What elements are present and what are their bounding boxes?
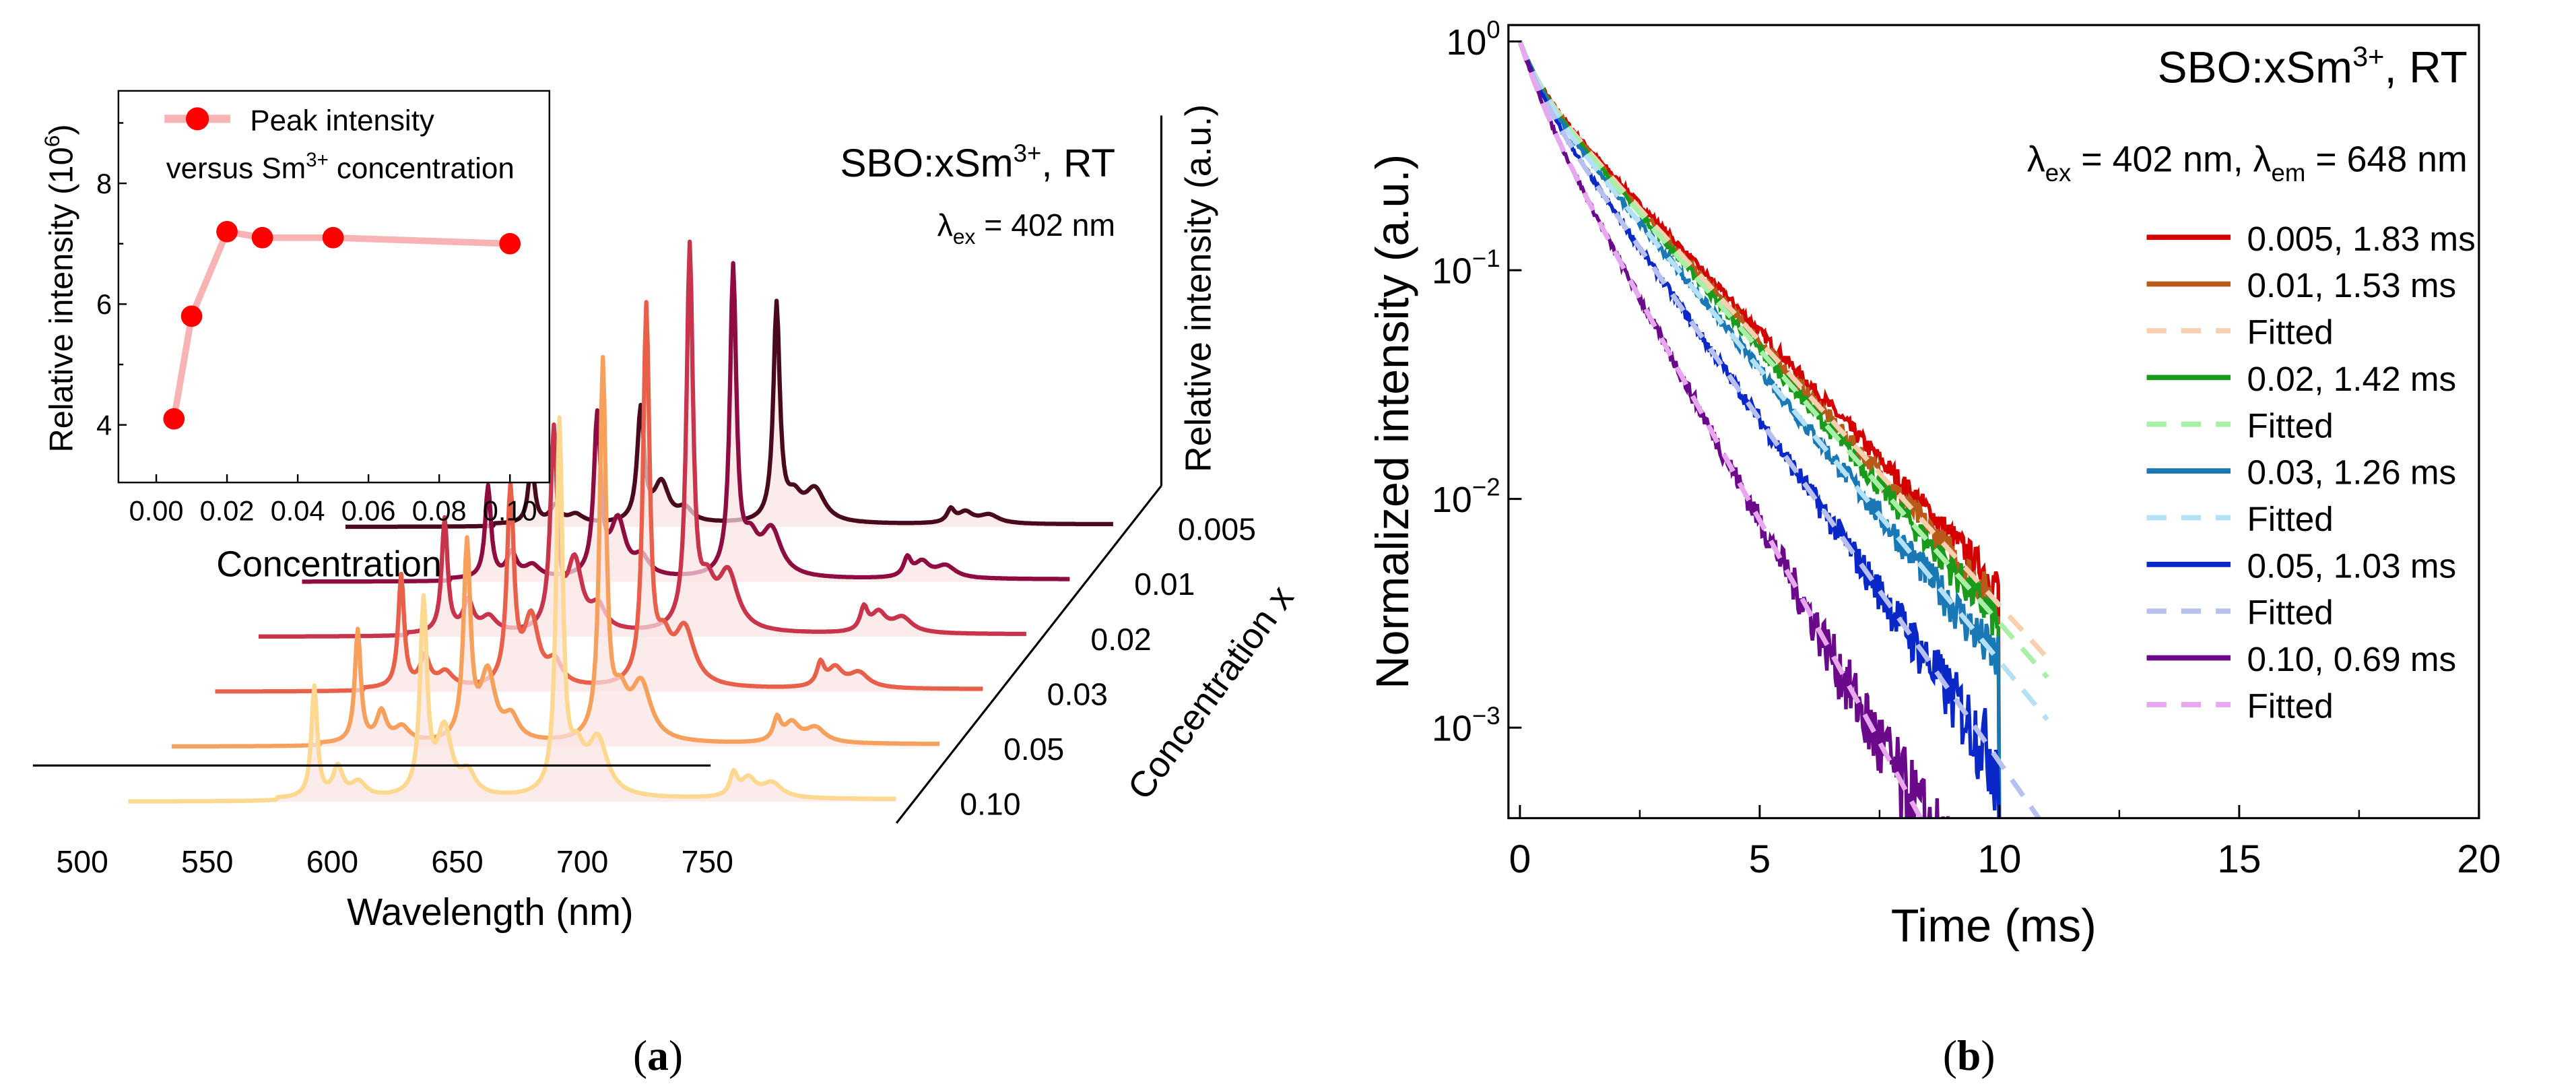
inset-plot-frame <box>117 90 551 484</box>
concentration-tick-label: 0.005 <box>1178 512 1256 547</box>
decay-curves <box>1517 40 2049 819</box>
concentration-tick-label: 0.01 <box>1134 567 1195 602</box>
inset-x-tick-label: 0.08 <box>412 494 467 526</box>
inset-x-tick-label: 0.00 <box>129 494 184 526</box>
inset-x-tick-label: 0.02 <box>200 494 255 526</box>
concentration-tick-label: 0.05 <box>1003 732 1064 767</box>
legend-label: 0.005, 1.83 ms <box>2247 220 2475 258</box>
time-tick-label: 20 <box>2457 837 2501 881</box>
inset-y-tick-label: 8 <box>96 168 112 199</box>
inset-legend-line1: Peak intensity <box>250 104 434 137</box>
fit-line-0.02 <box>1517 40 2049 679</box>
inset-point <box>499 232 521 255</box>
legend-label: 0.10, 0.69 ms <box>2247 640 2456 678</box>
intensity-tick-label: 10−3 <box>1432 702 1500 748</box>
panel-b-caption: (b) <box>1943 1031 1995 1079</box>
intensity-tick-label: 10−1 <box>1432 245 1500 291</box>
concentration-axis-line <box>895 485 1162 824</box>
inset-line <box>170 228 510 420</box>
wavelength-tick-label: 700 <box>556 844 608 879</box>
inset-legend-line2: versus Sm3+ concentration <box>166 149 515 185</box>
panel-a-caption: (a) <box>633 1031 683 1079</box>
legend-label: 0.03, 1.26 ms <box>2247 453 2456 492</box>
legend-item: Fitted <box>2146 406 2334 445</box>
legend-label: Fitted <box>2247 406 2333 445</box>
excitation-label: λex = 402 nm <box>937 207 1115 249</box>
inset-x-tick-label: 0.06 <box>341 494 396 526</box>
wavelength-tick-label: 750 <box>682 844 733 879</box>
wavelength-tick-label: 600 <box>306 844 358 879</box>
inset-point <box>163 408 185 430</box>
decay-legend: 0.005, 1.83 ms 0.01, 1.53 ms Fitted 0.02, 1… <box>2146 220 2476 725</box>
legend-label: 0.02, 1.42 ms <box>2247 360 2456 398</box>
legend-label: Fitted <box>2247 594 2333 632</box>
intensity-tick-label: 100 <box>1446 16 1500 63</box>
inset-x-tick-label: 0.04 <box>271 494 325 526</box>
panel-b-title: SBO:xSm3+, RT <box>2158 40 2468 92</box>
legend-label: 0.01, 1.53 ms <box>2247 266 2456 304</box>
spectrum-line-0.10 <box>127 415 897 804</box>
inset-legend: Peak intensity versus Sm3+ concentration <box>164 104 515 185</box>
panel-a: 500 550 600 650 700 750 Wavelength (nm) Relat… <box>32 90 1302 1079</box>
intensity-tick-label: 10−2 <box>1432 474 1500 520</box>
inset-point <box>180 305 203 327</box>
legend-item: Fitted <box>2146 313 2334 352</box>
legend-label: 0.05, 1.03 ms <box>2247 546 2456 585</box>
panel-b: 0 5 10 15 20 100 10−1 10−2 10−3 Time (ms) Normal… <box>1367 16 2501 1079</box>
inset-point <box>216 220 238 243</box>
decay-plot-frame <box>1507 24 2480 820</box>
concentration-tick-label: 0.10 <box>960 787 1020 822</box>
legend-item: 0.03, 1.26 ms <box>2146 453 2456 492</box>
relative-intensity-axis-title: Relative intensity (a.u.) <box>1179 104 1219 472</box>
inset-y-tick-label: 4 <box>96 409 112 441</box>
legend-item: Fitted <box>2146 594 2334 632</box>
inset-x-axis-title: Concentration <box>216 544 441 584</box>
wavelength-tick-label: 500 <box>56 844 108 879</box>
legend-item: 0.02, 1.42 ms <box>2146 360 2456 398</box>
inset-point <box>251 226 273 249</box>
normalized-intensity-axis-title: Normalized intensity (a.u.) <box>1367 154 1418 689</box>
inset-legend-marker <box>186 107 209 131</box>
legend-item: 0.01, 1.53 ms <box>2146 266 2456 304</box>
fit-line-0.05 <box>1517 40 2042 819</box>
time-tick-label: 5 <box>1749 837 1771 881</box>
wavelength-tick-label: 650 <box>431 844 483 879</box>
legend-item: 0.005, 1.83 ms <box>2146 220 2476 258</box>
concentration-tick-labels: 0.005 0.01 0.02 0.03 0.05 0.10 <box>960 512 1256 822</box>
inset-point <box>322 226 344 249</box>
legend-label: Fitted <box>2247 686 2333 725</box>
legend-label: Fitted <box>2247 500 2333 538</box>
legend-item: 0.10, 0.69 ms <box>2146 640 2456 678</box>
time-tick-label: 0 <box>1509 837 1531 881</box>
legend-item: Fitted <box>2146 500 2334 538</box>
decay-axis-ticks: 0 5 10 15 20 100 10−1 10−2 10−3 <box>1432 16 2501 881</box>
concentration-axis-title: Concentration x <box>1120 578 1302 807</box>
time-axis-title: Time (ms) <box>1891 901 2096 952</box>
fit-line-0.10 <box>1517 40 1924 819</box>
time-tick-label: 15 <box>2217 837 2261 881</box>
time-tick-label: 10 <box>1977 837 2021 881</box>
inset-x-tick-label: 0.10 <box>483 494 537 526</box>
legend-item: Fitted <box>2146 686 2334 725</box>
concentration-tick-label: 0.03 <box>1047 676 1108 711</box>
spectra-waterfall <box>127 239 1114 804</box>
fit-line-0.03 <box>1517 40 2049 722</box>
inset-y-tick-label: 6 <box>96 288 112 320</box>
concentration-tick-label: 0.02 <box>1090 622 1151 657</box>
inset-y-axis-title: Relative intensity (106) <box>40 124 80 452</box>
legend-item: 0.05, 1.03 ms <box>2146 546 2456 585</box>
panel-a-title: SBO:xSm3+, RT <box>840 139 1115 185</box>
excitation-emission-label: λex = 402 nm, λem = 648 nm <box>2027 139 2468 187</box>
wavelength-tick-label: 550 <box>181 844 233 879</box>
inset-peak-intensity-chart: 0.00 0.02 0.04 0.06 0.08 0.10 4 6 8 Concentratio… <box>40 90 551 584</box>
wavelength-axis-title: Wavelength (nm) <box>347 891 633 933</box>
wavelength-tick-labels: 500 550 600 650 700 750 <box>56 844 733 879</box>
legend-label: Fitted <box>2247 313 2333 352</box>
